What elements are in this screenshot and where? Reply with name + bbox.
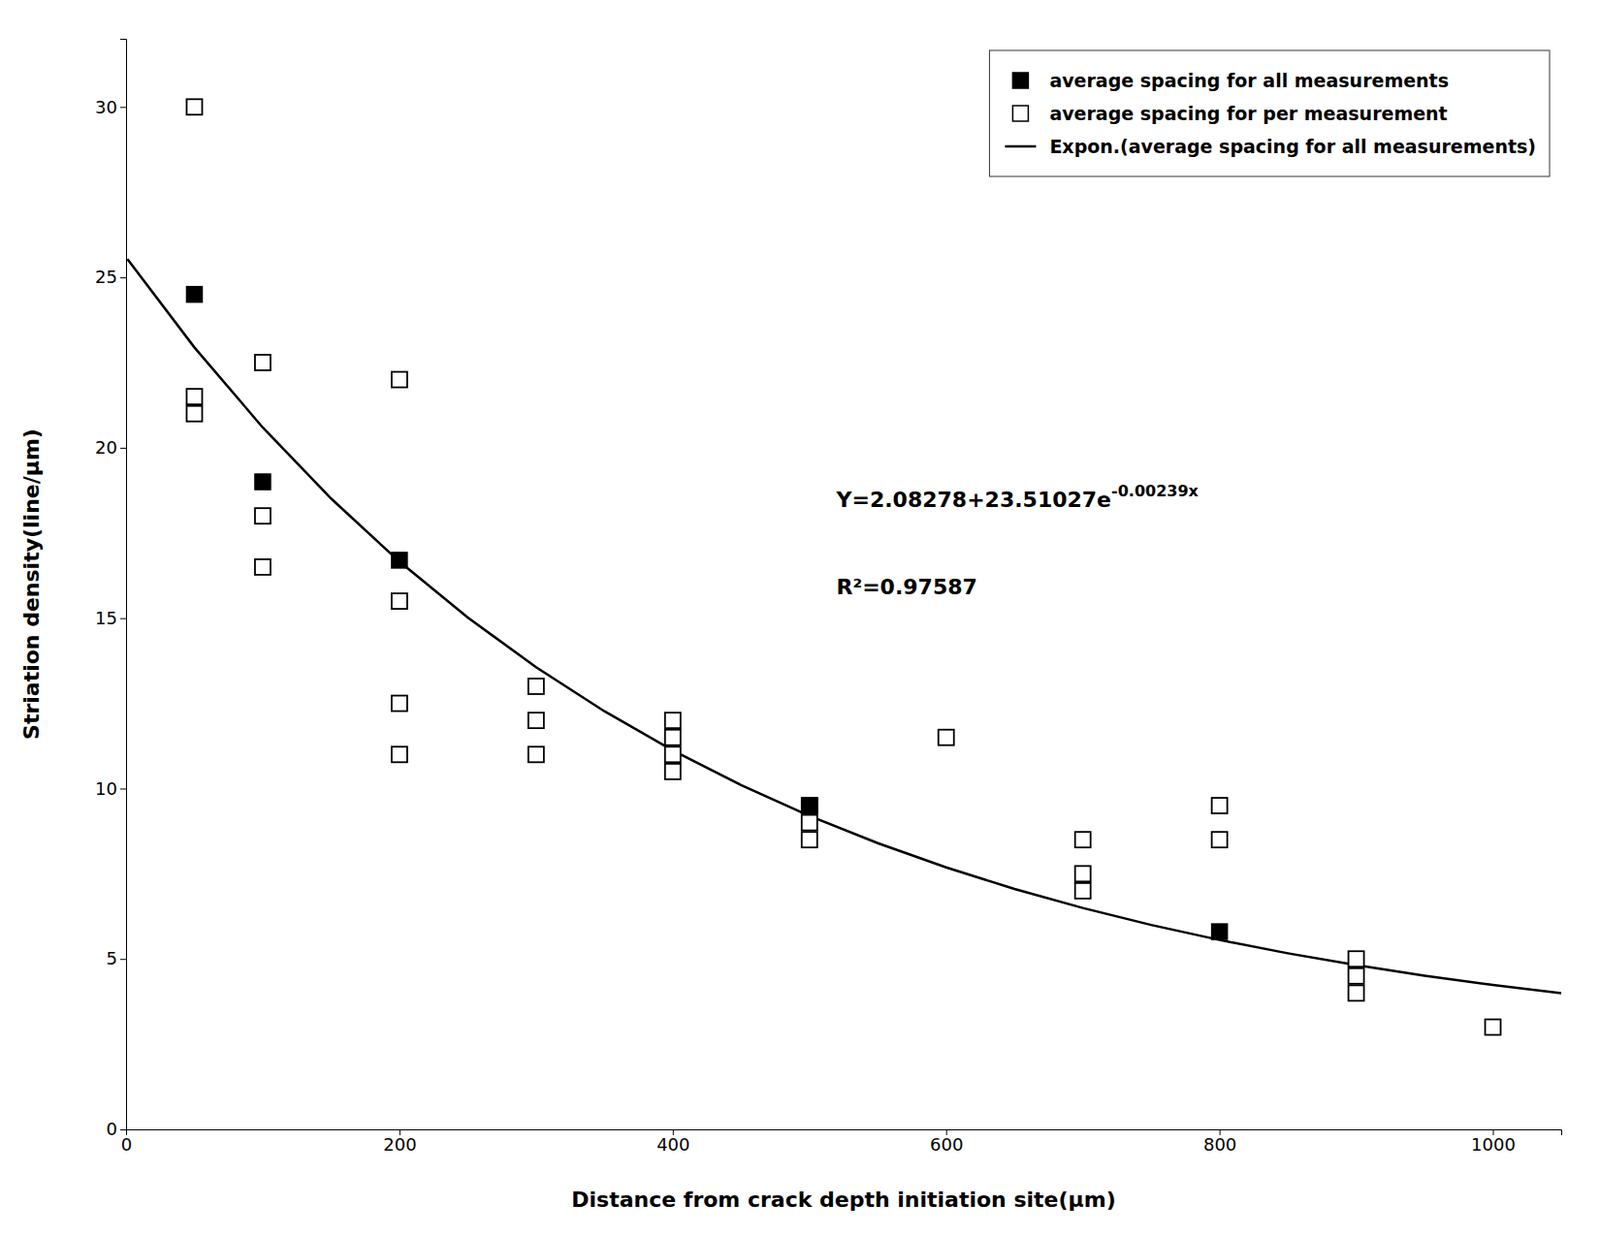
filled-square xyxy=(186,287,202,303)
tick: 400 xyxy=(656,1129,690,1155)
legend-swatch xyxy=(1004,145,1036,149)
tick: 5 xyxy=(106,948,127,969)
tick-mark xyxy=(120,618,127,620)
tick-label: 5 xyxy=(106,948,118,969)
open-square xyxy=(1075,883,1091,899)
legend-swatch xyxy=(1012,72,1028,89)
open-square xyxy=(1075,832,1091,848)
tick-label: 10 xyxy=(95,778,118,800)
y-axis: 0 5 10 15 20 25 30 xyxy=(95,39,127,1141)
tick: 800 xyxy=(1203,1129,1237,1155)
tick: 1000 xyxy=(1471,1129,1516,1155)
legend-label: Expon.(average spacing for all measureme… xyxy=(1049,135,1536,158)
open-square xyxy=(255,354,271,371)
open-square xyxy=(665,712,681,729)
legend-item: average spacing for per measurement xyxy=(1012,102,1447,125)
tick: 30 xyxy=(95,96,127,118)
open-square xyxy=(1212,798,1228,814)
marks xyxy=(127,98,1562,1035)
tick-label: 30 xyxy=(95,96,118,118)
annotation-superscript: -0.00239x xyxy=(1111,481,1200,501)
legend-item: Expon.(average spacing for all measureme… xyxy=(1004,135,1536,158)
tick: 10 xyxy=(95,778,127,800)
open-square xyxy=(255,559,271,576)
y-axis-title: Striation density(line/μm) xyxy=(19,428,44,740)
tick-label: 15 xyxy=(95,608,118,629)
open-square xyxy=(665,746,681,763)
filled-square xyxy=(1212,924,1228,940)
axis-line xyxy=(120,39,128,1131)
tick-label: 400 xyxy=(656,1134,690,1155)
filled-square xyxy=(391,552,408,569)
legend-item: average spacing for all measurements xyxy=(1012,69,1449,92)
x-axis: 0 200 400 600 800 1000 xyxy=(121,1129,1563,1155)
open-square xyxy=(1348,985,1365,1001)
tick: 20 xyxy=(95,437,127,458)
open-square xyxy=(186,406,202,422)
tick-label: 200 xyxy=(383,1134,416,1155)
open-square xyxy=(1485,1020,1502,1036)
tick-label: 0 xyxy=(121,1134,132,1155)
chart: 0 200 400 600 800 1000 0 5 10 15 20 25 30 Y=2.08278+2… xyxy=(0,0,1600,1236)
open-square xyxy=(1075,865,1091,882)
tick-label: 25 xyxy=(95,266,118,288)
open-square xyxy=(938,730,955,746)
open-square xyxy=(801,798,818,814)
tick-mark xyxy=(120,1129,127,1131)
tick: 200 xyxy=(383,1129,416,1155)
tick-mark xyxy=(120,277,127,279)
open-square xyxy=(801,832,818,848)
legend-label: average spacing for per measurement xyxy=(1049,102,1447,125)
legend-label: average spacing for all measurements xyxy=(1049,69,1449,92)
tick: 15 xyxy=(95,608,127,629)
tick-label: 800 xyxy=(1203,1134,1237,1155)
tick: 25 xyxy=(95,266,127,288)
annotation: R²=0.97587 xyxy=(836,575,978,600)
legend: average spacing for all measurements aver… xyxy=(989,50,1550,177)
tick: 0 xyxy=(121,1129,132,1155)
open-square xyxy=(1348,951,1365,967)
open-square xyxy=(1348,968,1365,985)
tick-mark xyxy=(120,448,127,449)
open-square xyxy=(528,678,544,695)
annotation-text: Y=2.08278+23.51027e xyxy=(835,487,1112,512)
series xyxy=(186,98,1501,1035)
open-square xyxy=(186,98,202,115)
open-square xyxy=(665,730,681,746)
tick-label: 0 xyxy=(106,1119,118,1140)
open-square xyxy=(528,712,544,729)
open-square xyxy=(801,815,818,832)
open-square xyxy=(1212,832,1228,848)
annotation: Y=2.08278+23.51027e-0.00239x xyxy=(835,481,1200,512)
tick-label: 600 xyxy=(929,1134,963,1155)
filled-square xyxy=(255,474,271,490)
filled-square xyxy=(801,798,818,814)
annotation-text: R²=0.97587 xyxy=(836,575,978,600)
plot-area: 0 200 400 600 800 1000 0 5 10 15 20 25 30 Y=2.08278+2… xyxy=(95,39,1562,1155)
tick: 600 xyxy=(929,1129,963,1155)
open-square xyxy=(391,696,408,712)
legend-box xyxy=(989,50,1550,177)
open-square xyxy=(391,372,408,388)
tick-mark xyxy=(120,106,127,108)
tick-mark xyxy=(120,959,127,960)
legend-swatch xyxy=(1012,105,1028,122)
tick-label: 20 xyxy=(95,437,118,458)
tick: 0 xyxy=(106,1119,127,1140)
tick-mark xyxy=(120,788,127,790)
series xyxy=(186,287,1227,940)
open-square xyxy=(255,508,271,524)
x-axis-title: Distance from crack depth initiation sit… xyxy=(571,1187,1116,1213)
fit-line xyxy=(127,258,1562,993)
open-square xyxy=(665,764,681,780)
axis-line xyxy=(127,1130,1563,1137)
open-square xyxy=(391,746,408,763)
tick-label: 1000 xyxy=(1471,1134,1516,1155)
open-square xyxy=(391,593,408,609)
open-square xyxy=(186,388,202,405)
open-square xyxy=(528,746,544,763)
